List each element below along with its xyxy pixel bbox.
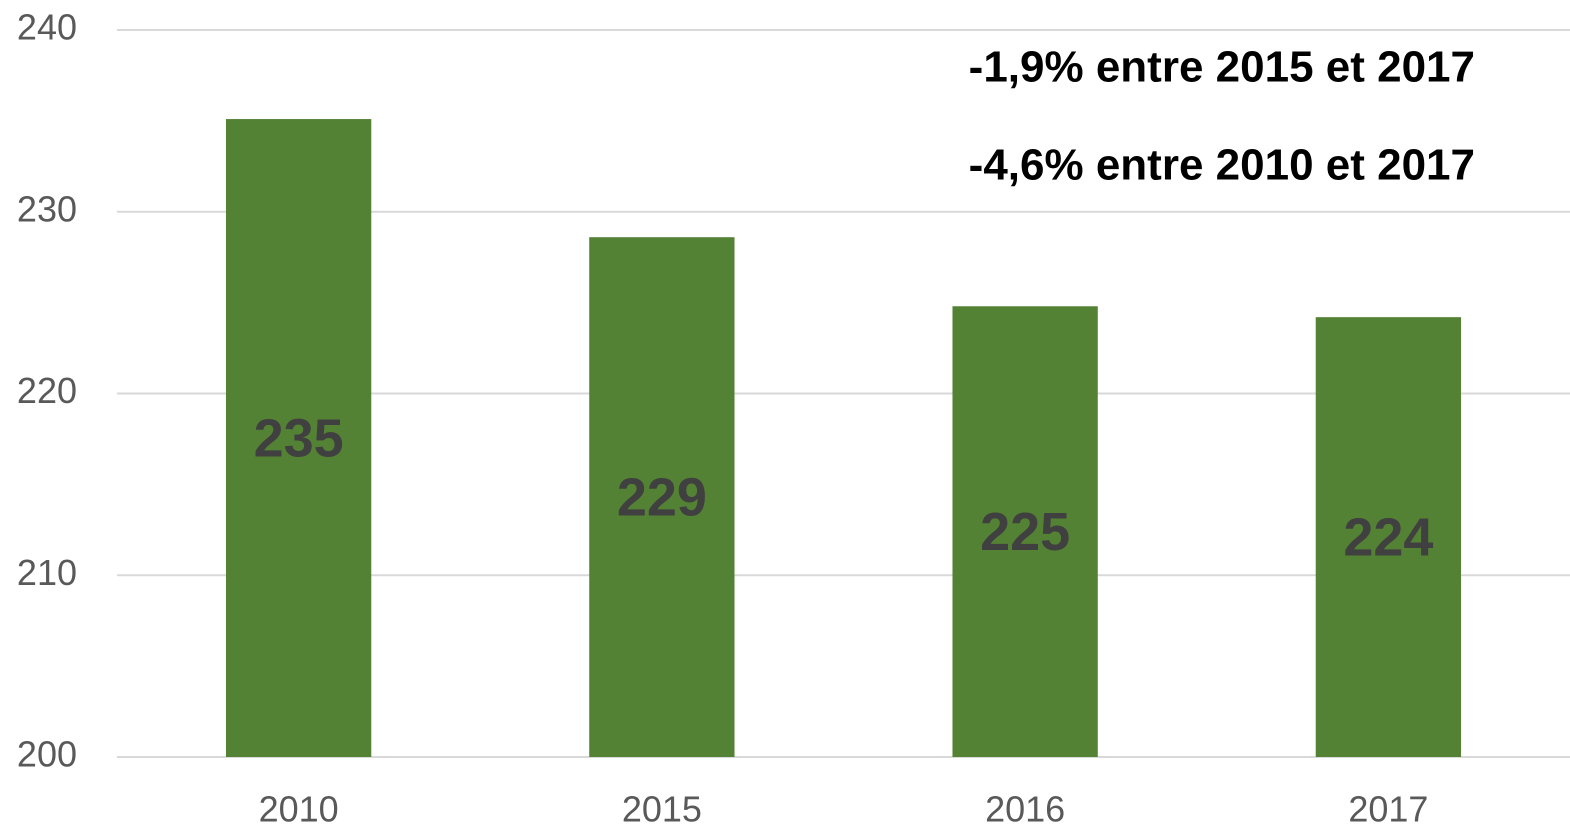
x-tick-label: 2015 <box>622 789 702 829</box>
annotation: -4,6% entre 2010 et 2017 <box>969 141 1475 190</box>
y-tick-label: 210 <box>17 552 77 593</box>
x-tick-label: 2010 <box>259 789 339 829</box>
bar <box>589 237 735 757</box>
bar <box>1315 317 1462 757</box>
y-tick-label: 230 <box>17 188 77 229</box>
value-label: 224 <box>1343 507 1433 567</box>
value-label: 235 <box>254 408 344 468</box>
annotation: -1,9% entre 2015 et 2017 <box>969 43 1475 92</box>
y-tick-label: 200 <box>17 734 77 775</box>
x-tick-label: 2017 <box>1348 789 1428 829</box>
y-tick-label: 240 <box>17 7 77 48</box>
bar <box>952 306 1098 757</box>
x-tick-label: 2016 <box>985 789 1065 829</box>
value-label: 225 <box>980 502 1070 562</box>
value-label: 229 <box>617 467 707 527</box>
bar <box>225 119 372 758</box>
y-tick-label: 220 <box>17 370 77 411</box>
